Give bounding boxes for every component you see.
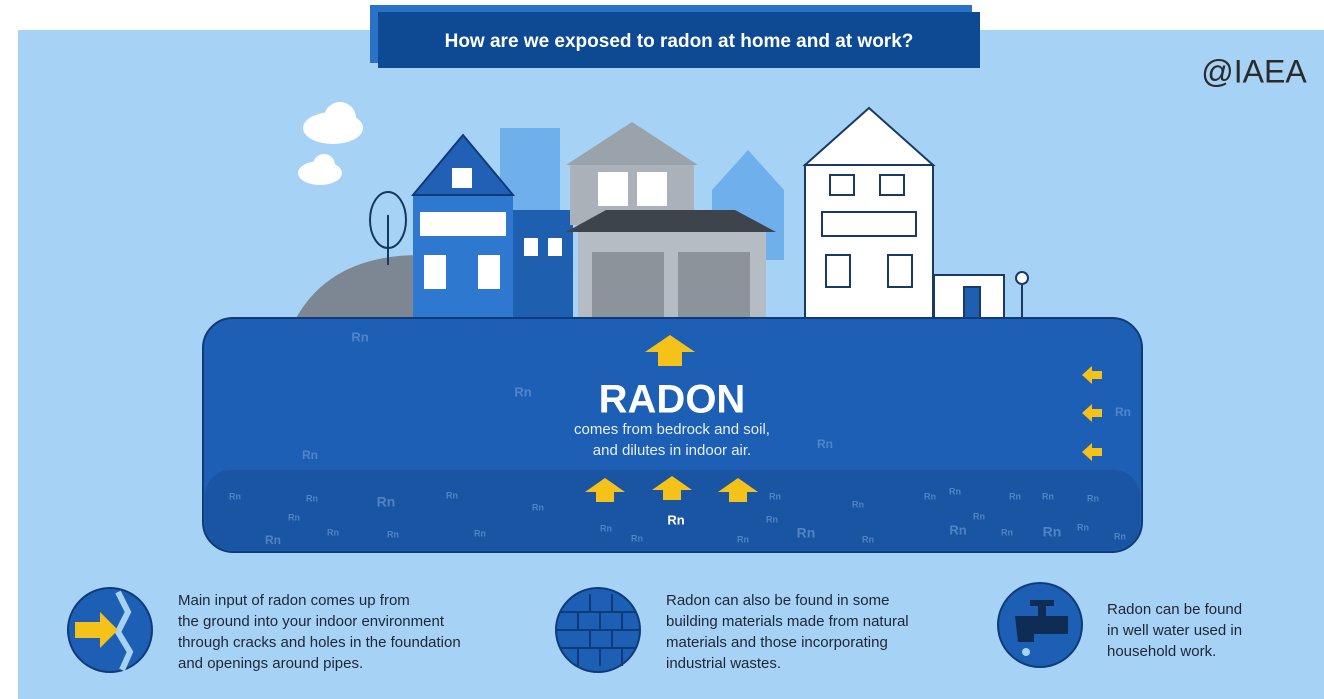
rn-label: Rn	[377, 494, 396, 510]
rn-label: Rn	[302, 448, 318, 462]
infographic: How are we exposed to radon at home and …	[0, 0, 1324, 699]
subtitle-line: and dilutes in indoor air.	[593, 442, 751, 459]
rn-label: Rn	[1114, 531, 1126, 541]
rn-label: Rn	[474, 528, 486, 538]
rn-label: Rn	[600, 523, 612, 533]
rn-label: Rn	[514, 384, 531, 399]
rn-label: Rn	[387, 529, 399, 539]
rn-label: Rn	[797, 525, 816, 541]
info-line: in well water used in	[1107, 622, 1242, 639]
rn-label: Rn	[327, 527, 339, 537]
rn-label: Rn	[862, 534, 874, 544]
rn-label: Rn	[1077, 522, 1089, 532]
headline: RADON	[599, 378, 746, 422]
credit: @IAEA	[1201, 53, 1307, 89]
rn-label: Rn	[1009, 491, 1021, 501]
rn-label: Rn	[817, 437, 833, 451]
info-line: through cracks and holes in the foundati…	[178, 634, 461, 651]
info-line: Radon can also be found in some	[666, 592, 889, 609]
tap-icon	[998, 583, 1082, 667]
rn-label: Rn	[852, 499, 864, 509]
info-line: Radon can be found	[1107, 601, 1242, 618]
info-line: industrial wastes.	[666, 655, 781, 672]
rn-label: Rn	[1043, 524, 1062, 540]
crack-icon	[68, 588, 152, 672]
info-line: and openings around pipes.	[178, 655, 363, 672]
rn-label: Rn	[288, 512, 300, 522]
rn-label: Rn	[351, 329, 368, 344]
rn-label: Rn	[924, 491, 936, 501]
info-line: household work.	[1107, 643, 1216, 660]
rn-label: Rn	[769, 491, 781, 501]
rn-label: Rn	[973, 511, 985, 521]
rn-label: Rn	[446, 490, 458, 500]
rn-label: Rn	[306, 493, 318, 503]
rn-label: Rn	[229, 491, 241, 501]
info-line: the ground into your indoor environment	[178, 613, 445, 630]
info-line: building materials made from natural	[666, 613, 909, 630]
rn-label: Rn	[1042, 491, 1054, 501]
title: How are we exposed to radon at home and …	[445, 31, 914, 52]
rn-label: Rn	[631, 533, 643, 543]
rn-label: Rn	[949, 522, 966, 537]
rn-label: Rn	[737, 534, 749, 544]
info-line: materials and those incorporating	[666, 634, 888, 651]
info-line: Main input of radon comes up from	[178, 592, 410, 609]
rn-label: Rn	[265, 533, 281, 547]
rn-label: Rn	[1087, 493, 1099, 503]
rn-label: Rn	[1115, 405, 1131, 419]
bricks-icon	[556, 588, 640, 672]
rn-label: Rn	[949, 486, 961, 496]
subtitle-line: comes from bedrock and soil,	[574, 421, 770, 438]
rn-label: Rn	[766, 514, 778, 524]
rn-label: Rn	[532, 502, 544, 512]
center-label: Rn	[667, 512, 684, 527]
rn-label: Rn	[1001, 527, 1013, 537]
